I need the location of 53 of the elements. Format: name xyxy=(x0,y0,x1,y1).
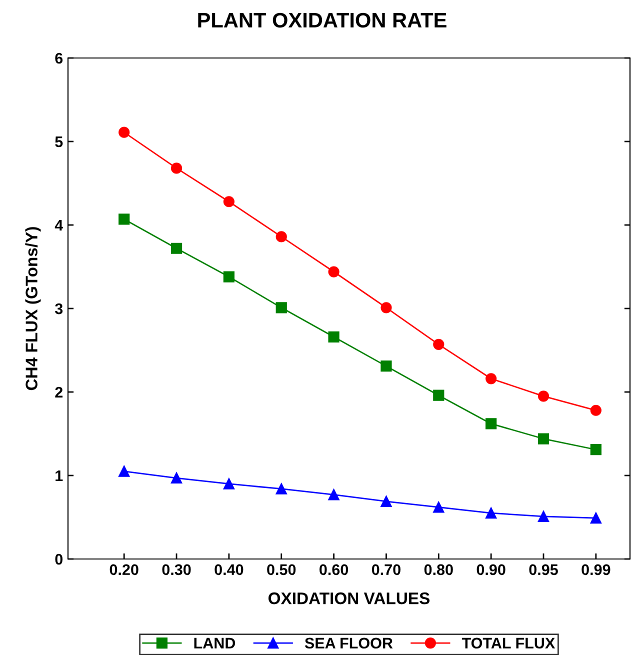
point xyxy=(328,331,340,342)
point xyxy=(380,360,392,372)
point xyxy=(118,126,130,138)
point xyxy=(433,338,444,350)
point xyxy=(276,302,287,314)
point xyxy=(328,266,340,278)
point xyxy=(538,510,550,522)
point xyxy=(590,512,602,524)
point xyxy=(590,444,602,456)
x-tick-label: 0.80 xyxy=(424,564,453,576)
point xyxy=(276,231,287,242)
y-tick-label: 4 xyxy=(54,220,64,231)
y-tick-label: 5 xyxy=(55,136,63,148)
point xyxy=(328,489,340,500)
point xyxy=(380,496,392,507)
legend-label: TOTAL FLUX xyxy=(462,638,556,649)
y-tick-label: 0 xyxy=(55,554,63,565)
x-tick-label: 0.50 xyxy=(267,564,296,576)
point xyxy=(170,242,182,254)
point xyxy=(223,196,234,208)
point xyxy=(538,433,550,444)
point xyxy=(433,390,444,401)
point xyxy=(486,508,497,519)
point xyxy=(276,483,287,494)
x-tick-label: 0.40 xyxy=(214,564,244,576)
y-tick-label: 2 xyxy=(55,386,63,398)
point xyxy=(486,373,497,384)
point xyxy=(223,271,234,282)
point xyxy=(118,466,130,477)
legend-label: SEA FLOOR xyxy=(304,638,393,649)
chart-title: PLANT OXIDATION RATE xyxy=(198,12,446,28)
y-tick-label: 6 xyxy=(55,52,63,64)
point xyxy=(380,302,392,314)
point xyxy=(590,404,602,416)
x-tick-label: 0.60 xyxy=(320,564,348,576)
point xyxy=(170,162,182,174)
x-axis-title: OXIDATION VALUES xyxy=(268,592,430,604)
point xyxy=(538,390,550,402)
x-tick-label: 0.30 xyxy=(162,564,191,576)
point xyxy=(433,502,444,513)
point xyxy=(118,214,130,225)
x-tick-label: 0.70 xyxy=(372,564,400,576)
x-tick-label: 0.95 xyxy=(529,564,558,576)
point xyxy=(486,418,497,430)
y-tick-label: 3 xyxy=(54,303,63,314)
y-tick-label: 1 xyxy=(56,470,63,482)
x-tick-label: 0.99 xyxy=(582,564,610,576)
point xyxy=(170,472,182,484)
x-tick-label: 0.90 xyxy=(476,564,506,576)
y-axis-title: CH4 FLUX (GTons/Y) xyxy=(25,227,41,390)
x-tick-label: 0.20 xyxy=(110,564,138,576)
point xyxy=(223,478,234,490)
legend-label: LAND xyxy=(194,638,236,648)
